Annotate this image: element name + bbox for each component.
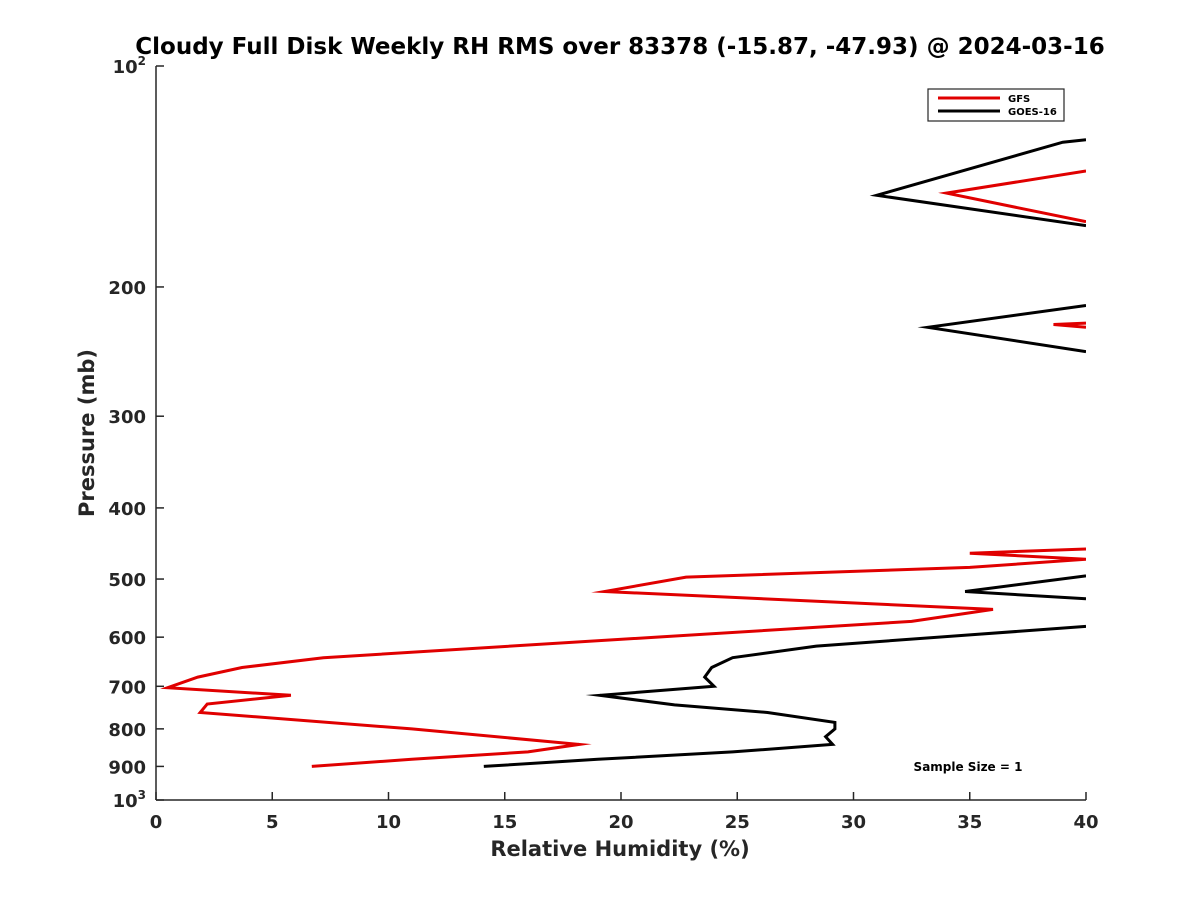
y-tick-label: 500: [108, 570, 146, 591]
x-tick-label: 35: [957, 812, 982, 833]
plot-area: [156, 66, 1086, 800]
chart-title: Cloudy Full Disk Weekly RH RMS over 8337…: [135, 34, 1104, 60]
legend: GFS GOES-16: [927, 88, 1065, 122]
series-line-goes-16-1: [869, 138, 1086, 228]
y-tick-label: 300: [108, 407, 146, 428]
y-tick-label: 102: [113, 54, 146, 78]
y-tick-label: 800: [108, 720, 146, 741]
y-tick-label: 200: [108, 278, 146, 299]
y-tick-label: 900: [108, 757, 146, 778]
x-tick-label: 0: [150, 812, 163, 833]
y-tick-label: 700: [108, 677, 146, 698]
legend-box: [927, 88, 1065, 122]
series-line-goes-16-3: [964, 574, 1086, 601]
y-tick-label: 600: [108, 628, 146, 649]
legend-label: GOES-16: [1008, 107, 1057, 118]
x-tick-label: 25: [725, 812, 750, 833]
series-line-gfs-2: [1053, 321, 1086, 329]
series-line-goes-16-4: [483, 624, 1086, 768]
x-tick-label: 40: [1073, 812, 1098, 833]
series-line-gfs-3: [160, 547, 1086, 768]
plot-background: [156, 66, 1086, 800]
x-tick-label: 30: [841, 812, 866, 833]
y-tick-label: 400: [108, 499, 146, 520]
x-tick-label: 15: [492, 812, 517, 833]
y-tick-label: 103: [113, 788, 146, 812]
x-tick-label: 5: [266, 812, 279, 833]
y-axis-label: Pressure (mb): [75, 349, 99, 517]
sample-size-annotation: Sample Size = 1: [914, 760, 1023, 774]
series-line-goes-16-2: [917, 304, 1086, 354]
series-line-gfs-1: [938, 169, 1086, 224]
x-tick-label: 10: [376, 812, 401, 833]
legend-label: GFS: [1008, 94, 1030, 105]
series-layer: [160, 138, 1086, 768]
x-tick-label: 20: [608, 812, 633, 833]
axes-layer: 0 5 10 15 20 25 30 35 40 102 200 300 400 500 600 700 800…: [108, 54, 1098, 833]
x-axis-label: Relative Humidity (%): [490, 837, 749, 861]
